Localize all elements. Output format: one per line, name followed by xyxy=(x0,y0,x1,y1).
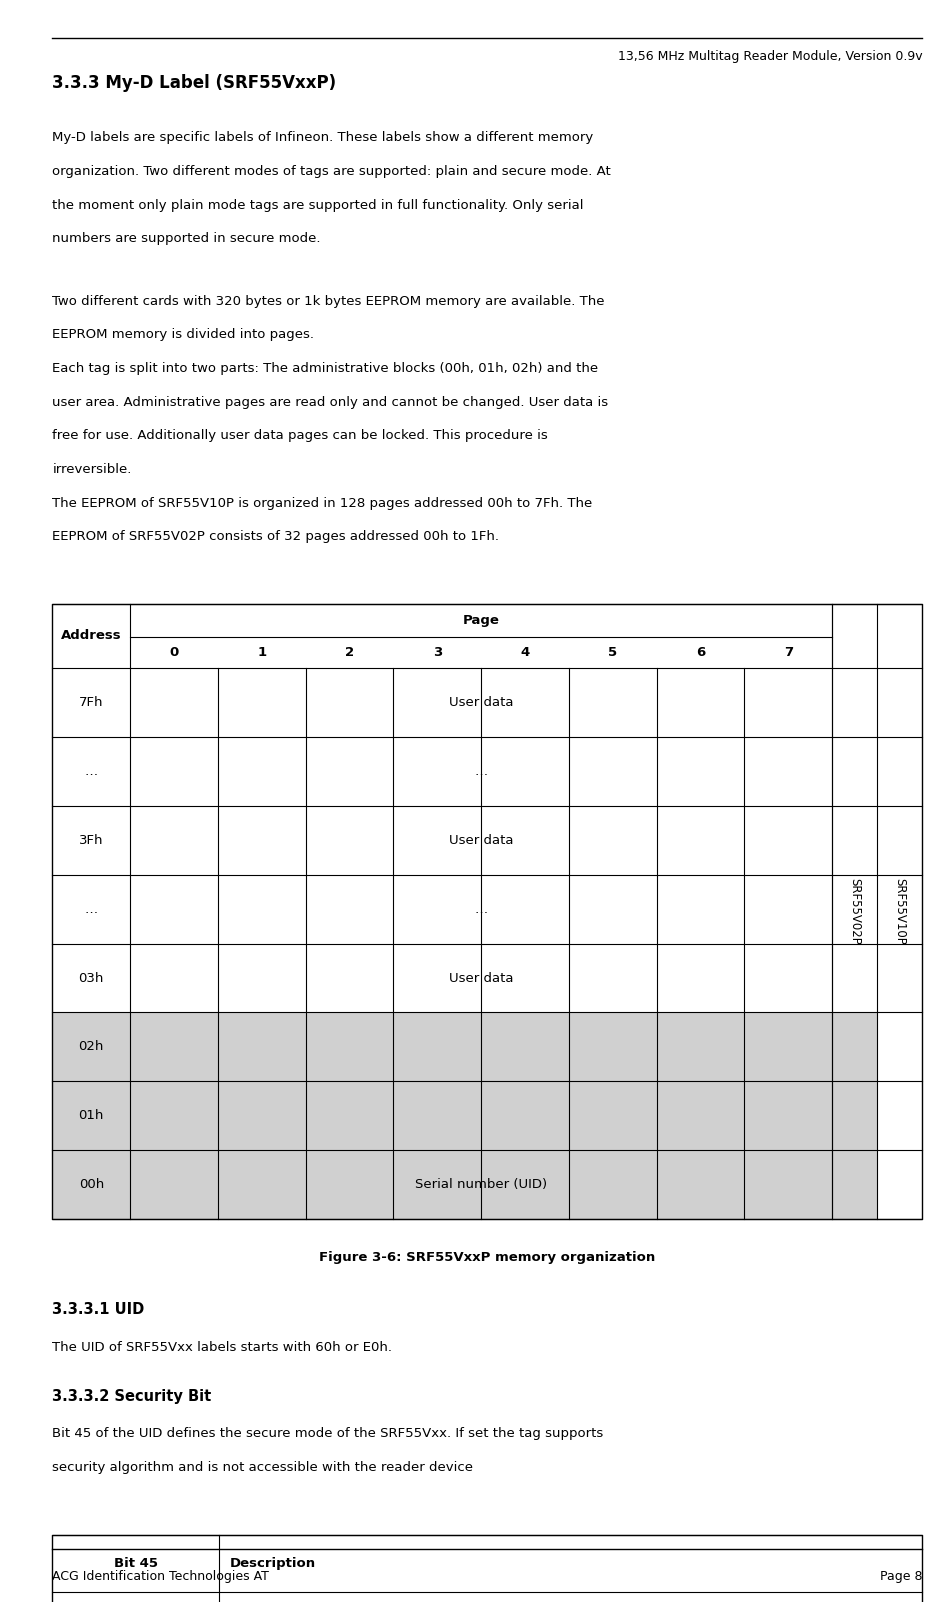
Text: security algorithm and is not accessible with the reader device: security algorithm and is not accessible… xyxy=(52,1461,474,1474)
Text: SRF55V10P: SRF55V10P xyxy=(893,878,906,945)
Text: 03h: 03h xyxy=(79,971,104,985)
Text: the moment only plain mode tags are supported in full functionality. Only serial: the moment only plain mode tags are supp… xyxy=(52,199,584,211)
Text: 3Fh: 3Fh xyxy=(79,833,104,847)
Bar xyxy=(52,1012,832,1081)
Text: Serial number (UID): Serial number (UID) xyxy=(416,1177,547,1192)
Bar xyxy=(832,1081,877,1150)
Text: 00h: 00h xyxy=(79,1177,104,1192)
Text: 5: 5 xyxy=(609,646,617,658)
Text: free for use. Additionally user data pages can be locked. This procedure is: free for use. Additionally user data pag… xyxy=(52,429,548,442)
Text: Address: Address xyxy=(61,630,122,642)
Text: numbers are supported in secure mode.: numbers are supported in secure mode. xyxy=(52,232,320,245)
Bar xyxy=(832,1150,877,1219)
Text: Each tag is split into two parts: The administrative blocks (00h, 01h, 02h) and : Each tag is split into two parts: The ad… xyxy=(52,362,598,375)
Text: User data: User data xyxy=(449,695,514,710)
Bar xyxy=(52,604,922,1219)
Text: 13,56 MHz Multitag Reader Module, Version 0.9v: 13,56 MHz Multitag Reader Module, Versio… xyxy=(618,50,922,62)
Text: The UID of SRF55Vxx labels starts with 60h or E0h.: The UID of SRF55Vxx labels starts with 6… xyxy=(52,1341,393,1354)
Text: Description: Description xyxy=(230,1557,317,1570)
Text: Two different cards with 320 bytes or 1k bytes EEPROM memory are available. The: Two different cards with 320 bytes or 1k… xyxy=(52,295,605,308)
Text: User data: User data xyxy=(449,971,514,985)
Text: Figure 3-6: SRF55VxxP memory organization: Figure 3-6: SRF55VxxP memory organizatio… xyxy=(320,1251,655,1264)
Text: 1: 1 xyxy=(258,646,266,658)
Text: irreversible.: irreversible. xyxy=(52,463,131,476)
Text: user area. Administrative pages are read only and cannot be changed. User data i: user area. Administrative pages are read… xyxy=(52,396,609,409)
Text: organization. Two different modes of tags are supported: plain and secure mode. : organization. Two different modes of tag… xyxy=(52,165,611,178)
Text: 3: 3 xyxy=(433,646,442,658)
Bar xyxy=(832,1012,877,1081)
Text: 6: 6 xyxy=(696,646,705,658)
Text: 7Fh: 7Fh xyxy=(79,695,104,710)
Text: SRF55V02P: SRF55V02P xyxy=(848,878,861,945)
Text: 4: 4 xyxy=(520,646,530,658)
Text: User data: User data xyxy=(449,833,514,847)
Bar xyxy=(52,1535,922,1602)
Text: Page 8: Page 8 xyxy=(880,1570,922,1583)
Text: …: … xyxy=(475,902,488,916)
Text: Bit 45: Bit 45 xyxy=(113,1557,158,1570)
Bar xyxy=(52,1150,832,1219)
Text: Page: Page xyxy=(463,614,499,626)
Text: 3.3.3 My-D Label (SRF55VxxP): 3.3.3 My-D Label (SRF55VxxP) xyxy=(52,74,337,91)
Text: My-D labels are specific labels of Infineon. These labels show a different memor: My-D labels are specific labels of Infin… xyxy=(52,131,593,144)
Text: ACG Identification Technologies AT: ACG Identification Technologies AT xyxy=(52,1570,269,1583)
Text: 3.3.3.1 UID: 3.3.3.1 UID xyxy=(52,1302,145,1317)
Text: 7: 7 xyxy=(784,646,793,658)
Text: 0: 0 xyxy=(169,646,179,658)
Text: The EEPROM of SRF55V10P is organized in 128 pages addressed 00h to 7Fh. The: The EEPROM of SRF55V10P is organized in … xyxy=(52,497,592,509)
Text: EEPROM memory is divided into pages.: EEPROM memory is divided into pages. xyxy=(52,328,314,341)
Text: 02h: 02h xyxy=(79,1040,104,1054)
Text: 01h: 01h xyxy=(79,1109,104,1123)
Text: EEPROM of SRF55V02P consists of 32 pages addressed 00h to 1Fh.: EEPROM of SRF55V02P consists of 32 pages… xyxy=(52,530,499,543)
Text: 3.3.3.2 Security Bit: 3.3.3.2 Security Bit xyxy=(52,1389,211,1403)
Text: …: … xyxy=(475,764,488,779)
Bar xyxy=(52,1081,832,1150)
Text: …: … xyxy=(85,764,98,779)
Text: Bit 45 of the UID defines the secure mode of the SRF55Vxx. If set the tag suppor: Bit 45 of the UID defines the secure mod… xyxy=(52,1427,604,1440)
Text: …: … xyxy=(85,902,98,916)
Text: 2: 2 xyxy=(345,646,354,658)
